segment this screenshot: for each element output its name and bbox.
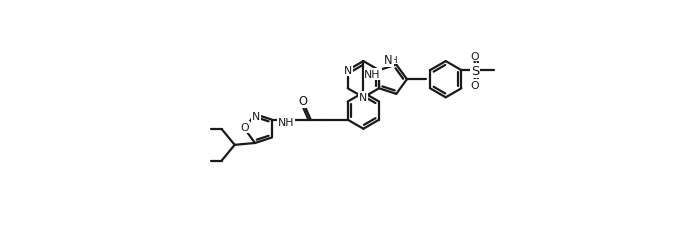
Text: N: N — [359, 93, 367, 103]
Text: N: N — [252, 111, 260, 121]
Text: O: O — [298, 94, 307, 107]
Text: O: O — [470, 51, 479, 61]
Text: NH: NH — [278, 118, 294, 128]
Text: NH: NH — [365, 70, 381, 80]
Text: O: O — [470, 80, 479, 90]
Text: S: S — [471, 64, 480, 77]
Text: H: H — [390, 55, 396, 64]
Text: N: N — [343, 66, 352, 76]
Text: N: N — [385, 53, 393, 66]
Text: O: O — [240, 122, 249, 132]
